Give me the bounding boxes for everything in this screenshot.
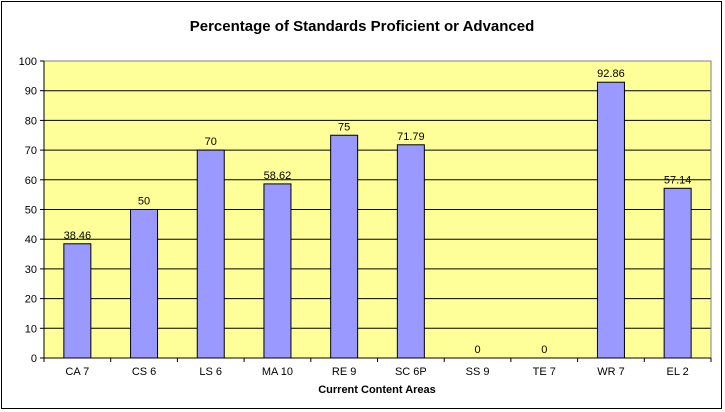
y-tick-label: 100 bbox=[19, 56, 37, 68]
data-label: 92.86 bbox=[597, 68, 625, 80]
plot-area: 0 10 20 30 40 50 60 70 80 90 100 38.46 CA 7 50 CS 6 70 L… bbox=[19, 56, 712, 378]
y-tick-label: 80 bbox=[25, 115, 37, 127]
data-label: 38.46 bbox=[64, 230, 92, 242]
bar bbox=[130, 209, 159, 359]
data-label: 0 bbox=[541, 344, 547, 356]
x-tick-label: SC 6P bbox=[395, 366, 427, 378]
x-tick-label: SS 9 bbox=[466, 366, 490, 378]
x-tick-label: LS 6 bbox=[199, 366, 222, 378]
bar bbox=[396, 144, 425, 359]
data-label: 50 bbox=[138, 196, 150, 208]
x-tick-label: TE 7 bbox=[533, 366, 556, 378]
y-tick-label: 70 bbox=[25, 145, 37, 157]
data-label: 0 bbox=[474, 344, 480, 356]
chart-title: Percentage of Standards Proficient or Ad… bbox=[190, 18, 535, 35]
data-label: 70 bbox=[205, 136, 217, 148]
bar bbox=[196, 149, 225, 359]
y-tick-label: 60 bbox=[25, 175, 37, 187]
x-tick-label: CS 6 bbox=[132, 366, 156, 378]
bar bbox=[63, 243, 92, 359]
y-tick-label: 20 bbox=[25, 294, 37, 306]
y-tick-label: 10 bbox=[25, 323, 37, 335]
bar bbox=[330, 134, 359, 359]
x-tick-label: RE 9 bbox=[332, 366, 356, 378]
y-tick-label: 50 bbox=[25, 205, 37, 217]
y-tick-label: 30 bbox=[25, 264, 37, 276]
x-tick-label: MA 10 bbox=[262, 366, 293, 378]
x-tick-label: WR 7 bbox=[597, 366, 625, 378]
data-label: 57.14 bbox=[664, 174, 692, 186]
data-label: 71.79 bbox=[397, 131, 425, 143]
y-tick-label: 90 bbox=[25, 86, 37, 98]
x-axis-title: Current Content Areas bbox=[318, 384, 436, 396]
y-tick-label: 40 bbox=[25, 234, 37, 246]
bar bbox=[596, 81, 625, 359]
data-label: 75 bbox=[338, 121, 350, 133]
data-label: 58.62 bbox=[264, 170, 292, 182]
y-tick-label: 0 bbox=[31, 353, 37, 365]
x-tick-label: EL 2 bbox=[667, 366, 689, 378]
bar bbox=[263, 183, 292, 359]
x-tick-label: CA 7 bbox=[65, 366, 89, 378]
bar bbox=[663, 187, 692, 359]
